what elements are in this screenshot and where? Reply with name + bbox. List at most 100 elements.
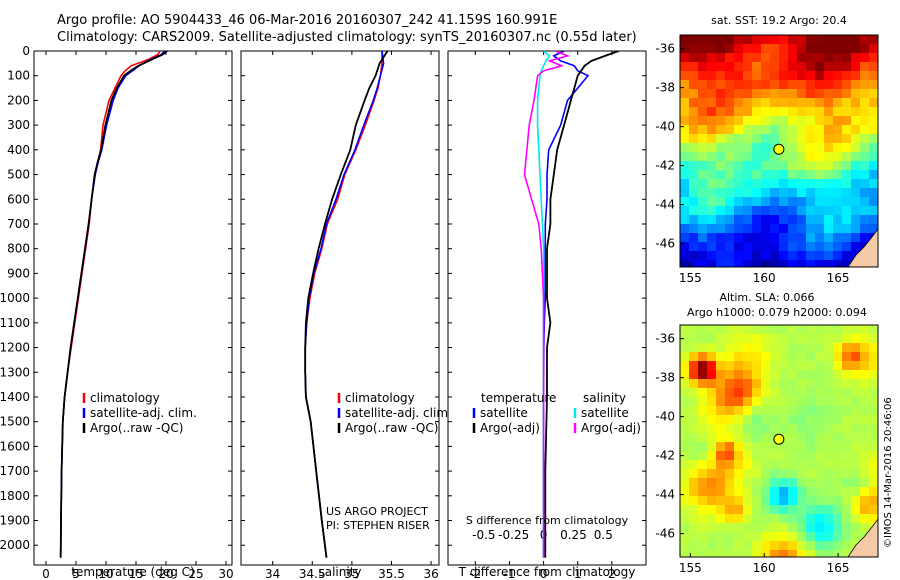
sla-cell — [743, 334, 753, 344]
sst-cell — [860, 53, 870, 63]
sst-cell — [806, 224, 816, 234]
sst-cell — [788, 260, 798, 267]
map-y-tick-label: -36 — [655, 332, 675, 346]
sst-cell — [761, 62, 771, 72]
sst-cell — [734, 260, 744, 267]
sla-cell — [842, 541, 852, 551]
sla-cell — [680, 325, 690, 335]
y-tick-label: 1000 — [0, 291, 30, 305]
sst-cell — [734, 224, 744, 234]
sst-cell — [806, 161, 816, 171]
sst-cell — [779, 71, 789, 81]
sst-cell — [734, 251, 744, 261]
map-y-tick-label: -40 — [655, 120, 675, 134]
sst-cell — [797, 260, 807, 267]
sla-cell — [707, 388, 717, 398]
sla-cell — [761, 541, 771, 551]
sst-cell — [851, 233, 861, 243]
sst-cell — [761, 71, 771, 81]
sst-cell — [725, 98, 735, 108]
sla-cell — [707, 424, 717, 434]
sst-cell — [842, 251, 852, 261]
sla-cell — [716, 397, 726, 407]
sla-cell — [752, 451, 762, 461]
sst-cell — [743, 98, 753, 108]
sst-cell — [833, 233, 843, 243]
sla-cell — [761, 478, 771, 488]
sla-cell — [761, 487, 771, 497]
sla-cell — [761, 460, 771, 470]
sla-cell — [743, 505, 753, 515]
sla-cell — [788, 514, 798, 524]
sla-cell — [824, 523, 834, 533]
sst-cell — [860, 152, 870, 162]
sla-cell — [779, 451, 789, 461]
sst-cell — [689, 170, 699, 180]
sst-cell — [716, 98, 726, 108]
sla-cell — [815, 424, 825, 434]
sla-cell — [824, 496, 834, 506]
sst-cell — [725, 107, 735, 117]
sla-cell — [752, 433, 762, 443]
sla-cell — [842, 442, 852, 452]
sst-cell — [824, 251, 834, 261]
sla-cell — [680, 514, 690, 524]
sla-cell — [824, 388, 834, 398]
sst-cell — [833, 98, 843, 108]
sla-cell — [752, 505, 762, 515]
sla-cell — [869, 496, 878, 506]
sla-cell — [698, 505, 708, 515]
sst-cell — [824, 179, 834, 189]
sla-cell — [806, 523, 816, 533]
sst-cell — [716, 116, 726, 126]
sla-cell — [788, 334, 798, 344]
sla-cell — [707, 379, 717, 389]
sst-cell — [725, 89, 735, 99]
sla-cell — [797, 478, 807, 488]
sst-cell — [770, 134, 780, 144]
sst-cell — [860, 116, 870, 126]
sla-cell — [779, 496, 789, 506]
sst-cell — [842, 197, 852, 207]
sla-map-title-line-2: Argo h1000: 0.079 h2000: 0.094 — [687, 306, 867, 319]
sla-cell — [689, 325, 699, 335]
sst-cell — [689, 242, 699, 252]
sst-cell — [842, 116, 852, 126]
sla-cell — [869, 361, 878, 371]
sla-cell — [806, 388, 816, 398]
sla-cell — [725, 505, 735, 515]
sla-cell — [752, 478, 762, 488]
sla-cell — [725, 487, 735, 497]
y-tick-label: 400 — [7, 143, 30, 157]
sla-cell — [761, 514, 771, 524]
sla-cell — [698, 388, 708, 398]
sst-cell — [707, 170, 717, 180]
sst-cell — [851, 224, 861, 234]
sst-cell — [779, 89, 789, 99]
sla-cell — [743, 514, 753, 524]
sla-cell — [680, 352, 690, 362]
sst-cell — [725, 206, 735, 216]
sla-cell — [815, 550, 825, 557]
sla-cell — [680, 406, 690, 416]
sst-cell — [761, 260, 771, 267]
sst-cell — [851, 215, 861, 225]
sst-cell — [779, 161, 789, 171]
sst-cell — [869, 71, 878, 81]
sst-cell — [680, 224, 690, 234]
sst-cell — [788, 71, 798, 81]
sla-cell — [815, 397, 825, 407]
sst-cell — [770, 206, 780, 216]
sst-cell — [716, 152, 726, 162]
sla-cell — [752, 514, 762, 524]
sst-cell — [806, 179, 816, 189]
sst-cell — [815, 134, 825, 144]
x-tick-label: 30 — [218, 567, 233, 580]
sst-cell — [725, 53, 735, 63]
sst-cell — [743, 53, 753, 63]
sla-cell — [833, 541, 843, 551]
sla-cell — [698, 550, 708, 557]
sst-cell — [806, 53, 816, 63]
sla-cell — [689, 451, 699, 461]
sst-cell — [869, 107, 878, 117]
